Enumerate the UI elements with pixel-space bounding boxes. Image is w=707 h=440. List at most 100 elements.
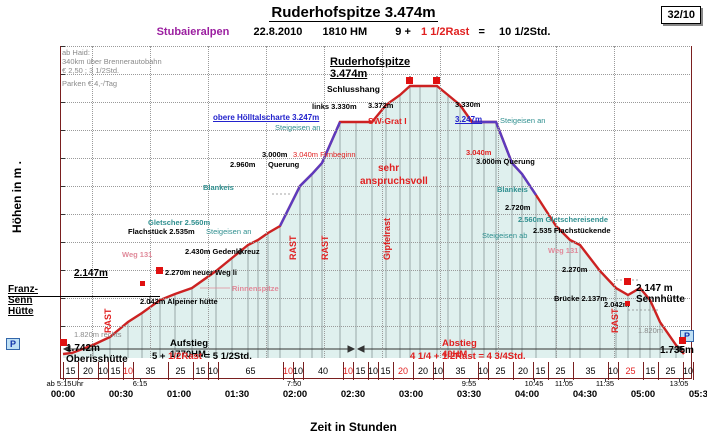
oberiss-rechts-label: 1.820m rechts (74, 330, 122, 339)
segment-minutes-23: 20 (517, 366, 528, 376)
point-2960-label: 2.960m (230, 160, 256, 169)
summit-title-label: Ruderhofspitze 3.474m (330, 56, 411, 80)
segment-divider-19 (433, 362, 434, 380)
gridline-2500 (60, 214, 690, 215)
gridline-1900 (60, 298, 690, 299)
ascent-time-summary: 5 + 1/2Rast = 5 1/2Std. (152, 351, 252, 362)
xtick-label-0330: 03:30 (456, 389, 482, 400)
axis-frame (60, 46, 692, 379)
segment-minutes-7: 15 (195, 366, 206, 376)
gridline-1700 (60, 326, 690, 327)
gridline-v-0230 (324, 46, 325, 358)
clock-mark-2: 7:50 (286, 379, 302, 388)
marker-2042-right (625, 301, 630, 306)
segment-divider-25 (548, 362, 549, 380)
segment-divider-29 (643, 362, 644, 380)
clock-tick-1 (140, 378, 141, 382)
rast-label-2: RAST (288, 235, 298, 261)
segment-divider-20 (443, 362, 444, 380)
clock-mark-7: 13:05 (669, 379, 689, 388)
gipfelrast-label: Gipfelrast (382, 217, 392, 260)
segment-minutes-5: 35 (145, 366, 156, 376)
marker-alpeinerhuette (140, 281, 145, 286)
travel-note-line4: Parken € 4,-/Tag (62, 79, 118, 88)
equals-sign: = (478, 26, 485, 38)
marker-summit-right (433, 77, 440, 84)
blankeis-left-label: Blankeis (203, 183, 234, 192)
xtick-label-0430: 04:30 (572, 389, 598, 400)
page-title: Ruderhofspitze 3.474m (0, 4, 707, 22)
x-axis-title: Zeit in Stunden (310, 420, 397, 434)
start-point-marker-p: P (6, 338, 21, 350)
sehr-label: sehr (378, 163, 400, 174)
segment-divider-18 (413, 362, 414, 380)
xtick-label-0130: 01:30 (224, 389, 250, 400)
franz-senn-underline (8, 296, 160, 297)
gedenkkreuz-label: 2.430m Gedenkkreuz (185, 247, 260, 256)
date-label: 22.8.2010 (253, 26, 303, 38)
gridline-2300 (60, 242, 690, 243)
clock-mark-5: 11:05 (554, 379, 574, 388)
segment-divider-7 (193, 362, 194, 380)
xtick-label-0300: 03:00 (398, 389, 424, 400)
weg131-right-label: Weg 131 (548, 246, 579, 255)
segment-divider-13 (343, 362, 344, 380)
gletscher-2560-label: Gletscher 2.560m (148, 218, 211, 227)
segment-divider-21 (478, 362, 479, 380)
gridline-v-0500 (614, 46, 615, 358)
segment-divider-0 (63, 362, 64, 380)
y-axis-title: Höhen in m . (10, 161, 24, 233)
segment-divider-17 (393, 362, 394, 380)
descent-walk-time: 4 1/4 + (410, 351, 440, 362)
segment-divider-24 (533, 362, 534, 380)
segment-divider-27 (608, 362, 609, 380)
segment-minutes-3: 15 (110, 366, 121, 376)
descent-total-time: = 4 3/4Std. (478, 351, 526, 362)
xtick-label-0100: 01:00 (166, 389, 192, 400)
segment-divider-11 (293, 362, 294, 380)
segment-divider-1 (78, 362, 79, 380)
clock-tick-4 (534, 378, 535, 382)
segment-divider-6 (168, 362, 169, 380)
schlusshang-label: Schlusshang (327, 84, 380, 94)
travel-note-line3: € 2,50 ; 3 1/2Std. (62, 66, 120, 75)
segment-divider-10 (283, 362, 284, 380)
xtick-label-0000: 00:00 (50, 389, 76, 400)
segment-minutes-19: 10 (432, 366, 443, 376)
segment-minutes-13: 10 (342, 366, 353, 376)
segment-divider-22 (488, 362, 489, 380)
segment-minutes-14: 15 (355, 366, 366, 376)
segment-divider-28 (618, 362, 619, 380)
segment-divider-3 (108, 362, 109, 380)
rast-label-1: RAST (103, 308, 113, 334)
querung-left-label: Querung (268, 160, 300, 169)
querung-right-label: 3.000m Querung (476, 157, 535, 166)
segment-divider-12 (303, 362, 304, 380)
segment-minutes-1: 20 (82, 366, 93, 376)
segment-minutes-24: 15 (535, 366, 546, 376)
segment-minutes-18: 20 (417, 366, 428, 376)
profile-area-fill (63, 86, 684, 358)
weg131-left-label: Weg 131 (122, 250, 153, 259)
hoelltalscharte-label: obere Hölltalscharte 3.247m (213, 113, 320, 122)
rast-label-3: RAST (320, 235, 330, 261)
segment-minutes-20: 35 (455, 366, 466, 376)
segment-divider-5 (133, 362, 134, 380)
clock-mark-3: 9:55 (461, 379, 477, 388)
rest-time-label: 1 1/2Rast (421, 26, 470, 38)
point-2042-right-label: 2.042m (604, 300, 630, 309)
clock-tick-7 (679, 378, 680, 382)
segment-minutes-21: 10 (477, 366, 488, 376)
marker-end (679, 337, 686, 344)
segment-minutes-30: 25 (665, 366, 676, 376)
gridline-3700 (60, 46, 690, 47)
segment-minutes-0: 15 (65, 366, 76, 376)
descent-time-summary: 4 1/4 + 1/2Rast = 4 3/4Std. (410, 351, 526, 362)
bruecke-label: Brücke 2.137m (554, 294, 607, 303)
segment-divider-14 (353, 362, 354, 380)
clock-tick-6 (605, 378, 606, 382)
segment-minutes-29: 15 (645, 366, 656, 376)
gridline-v-0130 (208, 46, 209, 358)
segment-minutes-4: 10 (122, 366, 133, 376)
walking-time-label: 9 + (395, 26, 411, 38)
